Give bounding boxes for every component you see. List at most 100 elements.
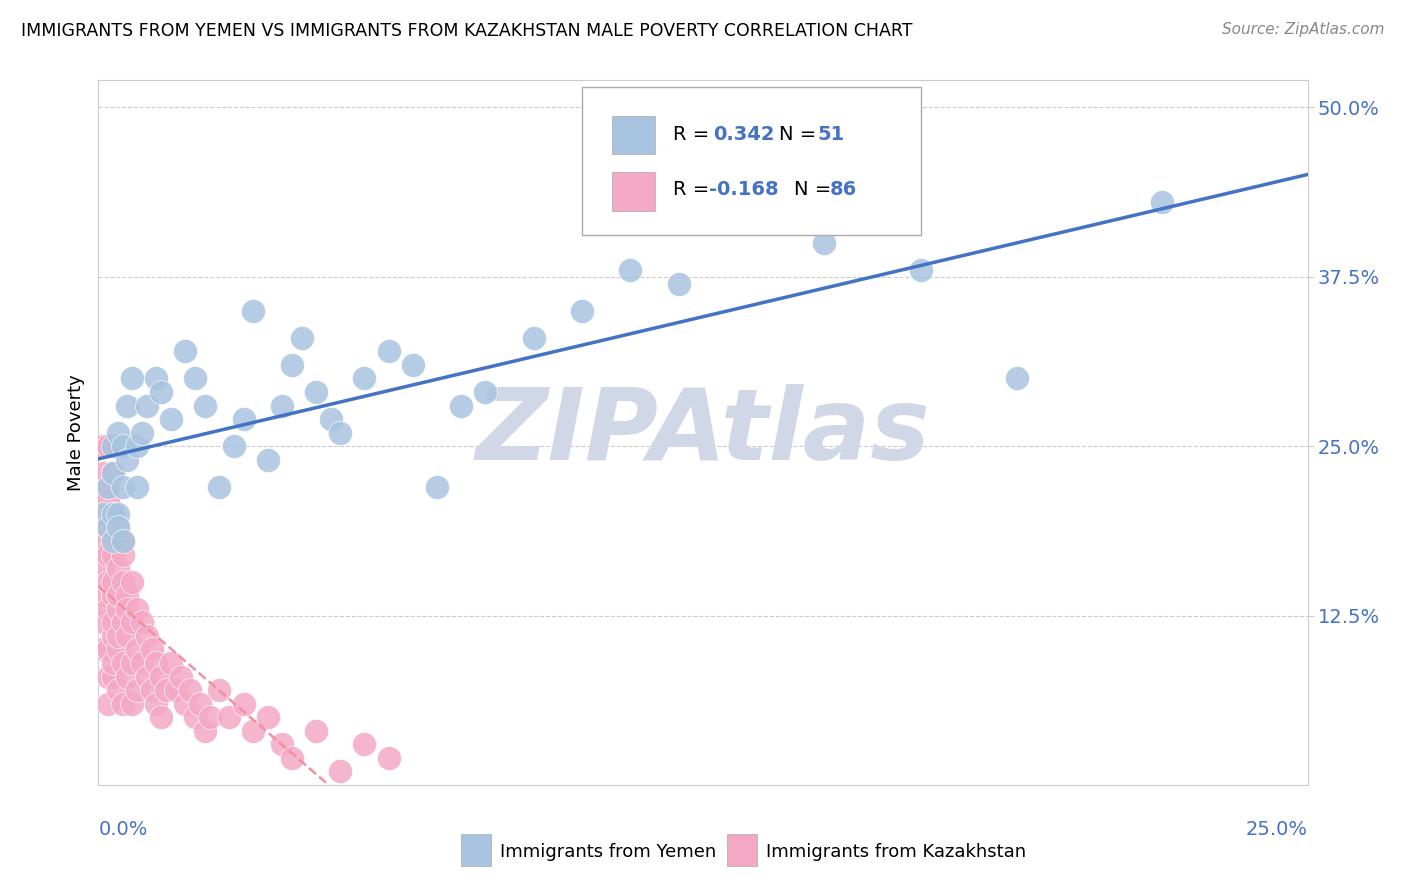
Point bbox=[194, 399, 217, 413]
Point bbox=[131, 425, 153, 440]
Point bbox=[281, 751, 304, 765]
Point bbox=[353, 371, 375, 385]
Point bbox=[101, 669, 124, 683]
Text: R =: R = bbox=[672, 180, 716, 199]
Text: -0.168: -0.168 bbox=[709, 180, 779, 199]
Point bbox=[91, 507, 114, 521]
Point bbox=[242, 303, 264, 318]
Text: 25.0%: 25.0% bbox=[1246, 820, 1308, 838]
Point bbox=[97, 520, 120, 534]
Text: 0.342: 0.342 bbox=[713, 125, 775, 144]
Text: Immigrants from Yemen: Immigrants from Yemen bbox=[501, 843, 716, 861]
Point bbox=[141, 683, 163, 698]
Point bbox=[91, 548, 114, 562]
Point bbox=[107, 520, 129, 534]
Point bbox=[160, 412, 183, 426]
Point bbox=[290, 331, 312, 345]
Point bbox=[91, 588, 114, 602]
Point bbox=[256, 710, 278, 724]
Text: N =: N = bbox=[779, 125, 823, 144]
Point bbox=[184, 710, 207, 724]
Point bbox=[91, 642, 114, 657]
Point bbox=[111, 439, 134, 453]
Y-axis label: Male Poverty: Male Poverty bbox=[66, 375, 84, 491]
Point bbox=[256, 452, 278, 467]
Point bbox=[242, 723, 264, 738]
Text: Immigrants from Kazakhstan: Immigrants from Kazakhstan bbox=[766, 843, 1026, 861]
Point bbox=[141, 642, 163, 657]
Point bbox=[97, 642, 120, 657]
Point bbox=[101, 507, 124, 521]
Point bbox=[107, 534, 129, 549]
FancyBboxPatch shape bbox=[613, 115, 655, 154]
Point bbox=[1152, 195, 1174, 210]
Point bbox=[194, 723, 217, 738]
Point bbox=[91, 615, 114, 630]
Point bbox=[111, 534, 134, 549]
Point bbox=[91, 507, 114, 521]
Point bbox=[91, 467, 114, 481]
Point bbox=[107, 629, 129, 643]
Point bbox=[150, 669, 173, 683]
Point bbox=[127, 642, 149, 657]
Point bbox=[271, 399, 294, 413]
Point bbox=[232, 412, 254, 426]
Point bbox=[165, 683, 187, 698]
Point bbox=[145, 371, 167, 385]
Text: N =: N = bbox=[793, 180, 837, 199]
Point bbox=[135, 629, 157, 643]
Point bbox=[208, 480, 231, 494]
Point bbox=[377, 344, 399, 359]
Point bbox=[111, 548, 134, 562]
Point bbox=[377, 751, 399, 765]
Point bbox=[107, 561, 129, 575]
Point bbox=[131, 656, 153, 670]
Point bbox=[91, 561, 114, 575]
Point bbox=[271, 737, 294, 751]
Text: IMMIGRANTS FROM YEMEN VS IMMIGRANTS FROM KAZAKHSTAN MALE POVERTY CORRELATION CHA: IMMIGRANTS FROM YEMEN VS IMMIGRANTS FROM… bbox=[21, 22, 912, 40]
FancyBboxPatch shape bbox=[727, 834, 758, 866]
FancyBboxPatch shape bbox=[461, 834, 492, 866]
Point bbox=[145, 697, 167, 711]
Point bbox=[111, 697, 134, 711]
Point bbox=[107, 588, 129, 602]
Point bbox=[97, 697, 120, 711]
Point bbox=[198, 710, 221, 724]
Point bbox=[668, 277, 690, 291]
Point bbox=[121, 656, 143, 670]
Point bbox=[117, 669, 139, 683]
FancyBboxPatch shape bbox=[582, 87, 921, 235]
Point bbox=[111, 615, 134, 630]
Point bbox=[97, 574, 120, 589]
Text: ZIPAtlas: ZIPAtlas bbox=[475, 384, 931, 481]
Point bbox=[111, 574, 134, 589]
Point bbox=[117, 601, 139, 615]
Point bbox=[127, 439, 149, 453]
Point bbox=[319, 412, 342, 426]
Point bbox=[101, 615, 124, 630]
Point bbox=[91, 439, 114, 453]
Point bbox=[155, 683, 177, 698]
Point bbox=[97, 493, 120, 508]
Point bbox=[305, 384, 328, 399]
FancyBboxPatch shape bbox=[613, 172, 655, 211]
Point bbox=[208, 683, 231, 698]
Point bbox=[101, 588, 124, 602]
Point bbox=[117, 629, 139, 643]
Point bbox=[91, 534, 114, 549]
Point bbox=[150, 710, 173, 724]
Point bbox=[474, 384, 496, 399]
Point bbox=[1007, 371, 1029, 385]
Point bbox=[121, 371, 143, 385]
Point bbox=[150, 384, 173, 399]
Point bbox=[174, 697, 197, 711]
Point bbox=[107, 520, 129, 534]
Point bbox=[127, 683, 149, 698]
Point bbox=[131, 615, 153, 630]
Point bbox=[450, 399, 472, 413]
Point bbox=[107, 642, 129, 657]
Text: 51: 51 bbox=[818, 125, 845, 144]
Point bbox=[97, 669, 120, 683]
Point bbox=[426, 480, 449, 494]
Point bbox=[305, 723, 328, 738]
